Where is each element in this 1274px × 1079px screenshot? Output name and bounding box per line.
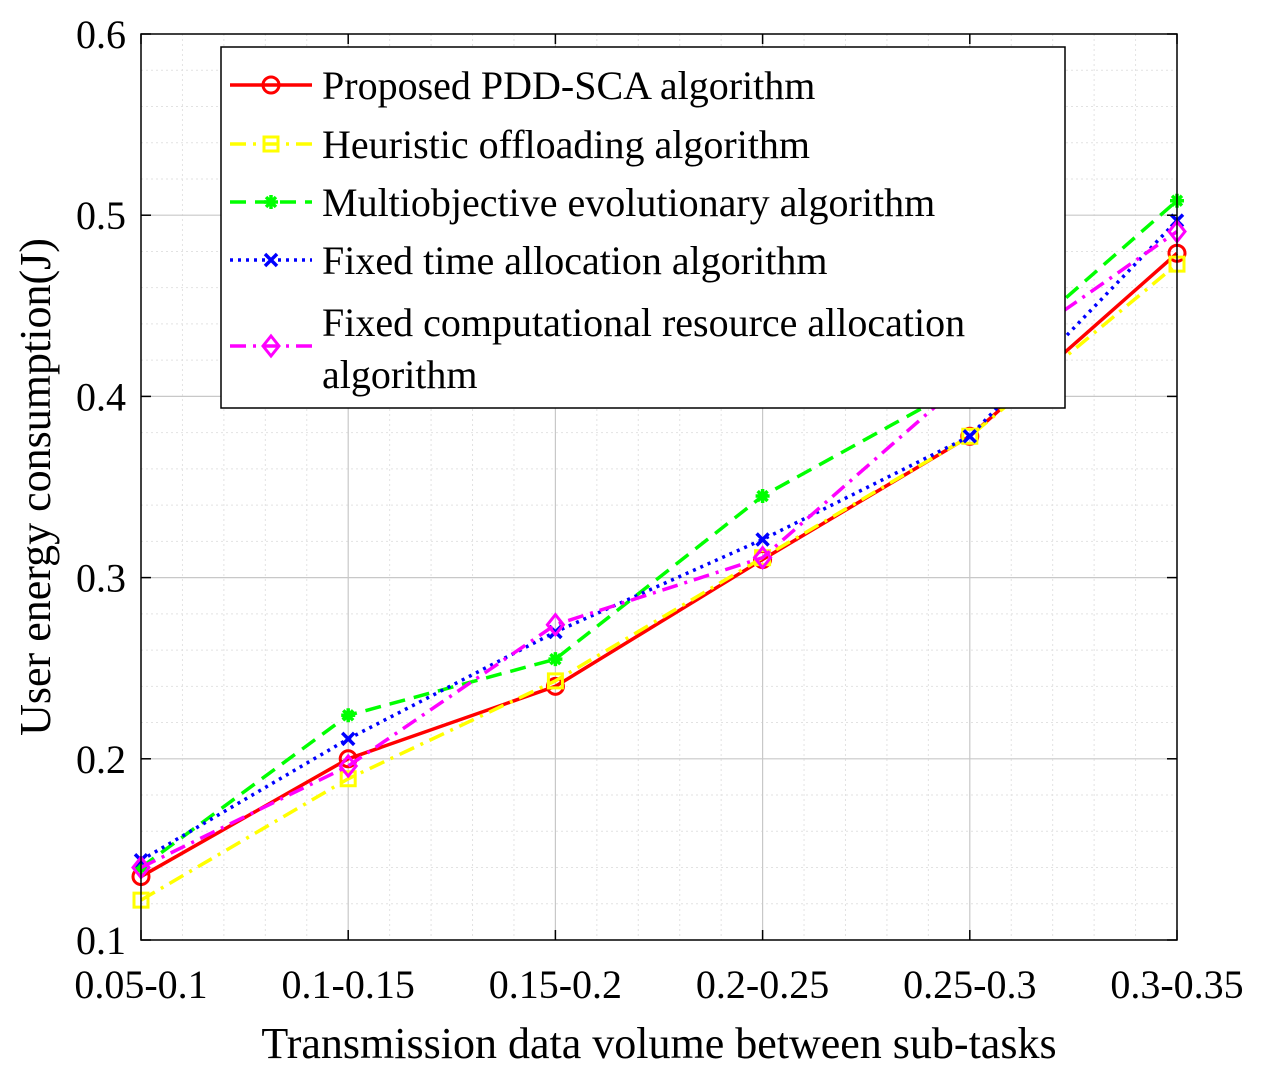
x-tick-label: 0.1-0.15 bbox=[282, 962, 415, 1007]
x-tick-label: 0.25-0.3 bbox=[903, 962, 1036, 1007]
legend-label: Fixed computational resource allocation bbox=[322, 300, 965, 345]
legend-marker bbox=[261, 75, 281, 95]
legend-marker bbox=[263, 252, 279, 268]
y-tick-label: 0.3 bbox=[76, 556, 126, 601]
data-point bbox=[339, 770, 357, 788]
legend-label: Heuristic offloading algorithm bbox=[322, 122, 810, 167]
series-line bbox=[139, 199, 1179, 869]
data-point bbox=[546, 672, 564, 690]
y-tick-label: 0.4 bbox=[76, 374, 126, 419]
legend-marker bbox=[262, 135, 280, 153]
x-axis-label: Transmission data volume between sub-tas… bbox=[261, 1019, 1056, 1068]
data-point bbox=[755, 489, 770, 504]
data-point bbox=[545, 612, 566, 638]
data-point bbox=[341, 708, 356, 723]
y-axis-label: User energy consumption(J) bbox=[11, 238, 60, 736]
data-point bbox=[340, 731, 356, 747]
x-tick-label: 0.3-0.35 bbox=[1110, 962, 1243, 1007]
data-point bbox=[752, 545, 773, 571]
y-tick-label: 0.2 bbox=[76, 737, 126, 782]
legend-marker bbox=[261, 333, 281, 359]
legend-marker bbox=[264, 195, 278, 209]
data-point bbox=[548, 652, 563, 667]
legend-label: algorithm bbox=[322, 352, 478, 397]
x-tick-label: 0.2-0.25 bbox=[696, 962, 829, 1007]
tick-labels: 0.05-0.1 0.1-0.15 0.15-0.2 0.2-0.25 0.25-0.3… bbox=[74, 12, 1243, 1007]
x-tick-label: 0.05-0.1 bbox=[74, 962, 207, 1007]
legend-label: Multiobjective evolutionary algorithm bbox=[322, 180, 935, 225]
legend: Proposed PDD-SCA algorithm Heuristic offl… bbox=[220, 46, 1066, 409]
plot-frame bbox=[140, 33, 1178, 941]
data-point bbox=[962, 429, 978, 444]
y-tick-label: 0.6 bbox=[76, 12, 126, 57]
legend-label: Fixed time allocation algorithm bbox=[322, 238, 827, 283]
y-tick-label: 0.5 bbox=[76, 193, 126, 238]
data-point bbox=[755, 532, 770, 547]
series-line bbox=[140, 219, 1179, 862]
legend-label: Proposed PDD-SCA algorithm bbox=[322, 63, 815, 108]
data-point bbox=[961, 427, 979, 445]
data-point bbox=[338, 753, 359, 779]
x-tick-label: 0.15-0.2 bbox=[489, 962, 622, 1007]
legend-box bbox=[220, 46, 1066, 409]
y-tick-label: 0.1 bbox=[76, 918, 126, 963]
